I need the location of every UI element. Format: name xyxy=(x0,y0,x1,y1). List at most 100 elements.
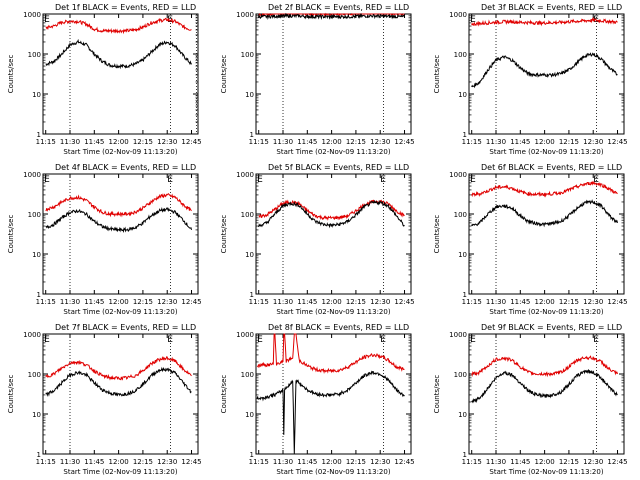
y-tick-label: 10 xyxy=(245,91,254,99)
plot-frame xyxy=(468,173,625,295)
x-axis-label: Start Time (02-Nov-09 11:13:20) xyxy=(63,308,177,316)
lld-series-line xyxy=(258,199,405,221)
events-series-line xyxy=(258,199,405,229)
x-tick-label: 12:30 xyxy=(583,138,603,146)
y-tick-label: 100 xyxy=(241,51,254,59)
x-tick-label: 11:45 xyxy=(510,138,530,146)
events-series-line xyxy=(256,370,405,455)
x-tick-label: 12:45 xyxy=(181,458,201,466)
x-tick-label: 12:45 xyxy=(394,458,414,466)
events-series-line xyxy=(45,207,192,234)
event-marker-e: E xyxy=(470,175,476,185)
x-tick-label: 12:30 xyxy=(157,298,177,306)
x-tick-label: 11:15 xyxy=(249,298,269,306)
x-tick-label: 12:45 xyxy=(607,298,627,306)
plot-frame xyxy=(255,333,412,455)
x-tick-label: 11:45 xyxy=(84,458,104,466)
event-marker-e: E xyxy=(380,175,386,185)
lld-series-line xyxy=(45,355,192,381)
x-tick-label: 12:15 xyxy=(133,458,153,466)
x-tick-label: 12:45 xyxy=(394,138,414,146)
x-tick-label: 11:30 xyxy=(60,458,80,466)
y-tick-label: 100 xyxy=(454,371,467,379)
x-tick-label: 11:45 xyxy=(297,138,317,146)
event-marker-e: E xyxy=(167,15,173,25)
panel-title: Det 7f BLACK = Events, RED = LLD xyxy=(55,323,196,332)
lld-series-line xyxy=(471,16,618,27)
x-tick-label: 11:30 xyxy=(486,298,506,306)
panel-title: Det 1f BLACK = Events, RED = LLD xyxy=(55,3,196,12)
events-series-line xyxy=(45,38,192,70)
plot-frame xyxy=(42,333,199,455)
plot-frame xyxy=(468,333,625,455)
x-axis-label: Start Time (02-Nov-09 11:13:20) xyxy=(489,148,603,156)
y-tick-label: 1000 xyxy=(449,171,467,179)
x-axis-label: Start Time (02-Nov-09 11:13:20) xyxy=(276,148,390,156)
x-tick-label: 12:00 xyxy=(322,298,342,306)
x-tick-label: 11:30 xyxy=(273,458,293,466)
panel-det-4: Det 4f BLACK = Events, RED = LLD Counts/s… xyxy=(7,163,202,316)
plot-frame xyxy=(42,13,199,135)
x-tick-label: 12:00 xyxy=(535,298,555,306)
event-marker-e: E xyxy=(44,175,50,185)
x-tick-label: 11:30 xyxy=(60,138,80,146)
y-tick-label: 100 xyxy=(454,51,467,59)
x-tick-label: 11:15 xyxy=(36,138,56,146)
y-tick-label: 1000 xyxy=(449,331,467,339)
y-axis-label: Counts/sec xyxy=(433,215,441,254)
y-tick-label: 10 xyxy=(458,251,467,259)
y-tick-label: 1000 xyxy=(449,11,467,19)
x-tick-label: 12:15 xyxy=(346,138,366,146)
panel-title: Det 5f BLACK = Events, RED = LLD xyxy=(268,163,409,172)
x-tick-label: 12:15 xyxy=(559,458,579,466)
y-tick-label: 10 xyxy=(245,251,254,259)
panel-det-7: Det 7f BLACK = Events, RED = LLD Counts/s… xyxy=(7,323,202,476)
y-tick-label: 1 xyxy=(250,291,254,299)
x-tick-label: 11:15 xyxy=(462,138,482,146)
panel-title: Det 4f BLACK = Events, RED = LLD xyxy=(55,163,196,172)
panel-title: Det 9f BLACK = Events, RED = LLD xyxy=(481,323,622,332)
y-tick-label: 1000 xyxy=(236,171,254,179)
x-tick-label: 12:15 xyxy=(559,298,579,306)
plot-frame xyxy=(255,13,412,135)
y-tick-label: 100 xyxy=(28,211,41,219)
y-axis-label: Counts/sec xyxy=(7,375,15,414)
x-tick-label: 11:15 xyxy=(36,298,56,306)
x-tick-label: 11:45 xyxy=(84,298,104,306)
panel-det-9: Det 9f BLACK = Events, RED = LLD Counts/s… xyxy=(433,323,628,476)
x-tick-label: 11:30 xyxy=(273,138,293,146)
x-tick-label: 12:00 xyxy=(535,458,555,466)
y-tick-label: 1 xyxy=(463,131,467,139)
x-tick-label: 12:00 xyxy=(322,138,342,146)
panel-det-1: Det 1f BLACK = Events, RED = LLD Counts/s… xyxy=(7,3,202,156)
x-tick-label: 12:45 xyxy=(607,138,627,146)
event-marker-e: E xyxy=(593,175,599,185)
lld-series-line xyxy=(45,192,192,218)
x-axis-label: Start Time (02-Nov-09 11:13:20) xyxy=(276,308,390,316)
x-tick-label: 12:45 xyxy=(394,298,414,306)
y-tick-label: 1 xyxy=(37,451,41,459)
x-tick-label: 12:00 xyxy=(322,458,342,466)
x-tick-label: 12:00 xyxy=(109,298,129,306)
event-marker-e: E xyxy=(257,335,263,345)
x-axis-label: Start Time (02-Nov-09 11:13:20) xyxy=(276,468,390,476)
x-axis-label: Start Time (02-Nov-09 11:13:20) xyxy=(489,308,603,316)
x-tick-label: 12:00 xyxy=(109,458,129,466)
x-tick-label: 12:30 xyxy=(370,298,390,306)
x-tick-label: 12:15 xyxy=(346,458,366,466)
x-tick-label: 12:45 xyxy=(607,458,627,466)
lld-series-line xyxy=(45,17,192,35)
panel-title: Det 3f BLACK = Events, RED = LLD xyxy=(481,3,622,12)
y-tick-label: 1000 xyxy=(236,11,254,19)
x-tick-label: 11:30 xyxy=(486,138,506,146)
events-series-line xyxy=(471,199,618,228)
events-series-line xyxy=(471,52,618,89)
x-tick-label: 11:30 xyxy=(486,458,506,466)
y-axis-label: Counts/sec xyxy=(7,55,15,94)
x-tick-label: 11:45 xyxy=(84,138,104,146)
x-tick-label: 11:15 xyxy=(36,458,56,466)
x-tick-label: 12:30 xyxy=(370,458,390,466)
y-tick-label: 1 xyxy=(37,131,41,139)
plot-frame xyxy=(42,173,199,295)
y-tick-label: 100 xyxy=(28,51,41,59)
